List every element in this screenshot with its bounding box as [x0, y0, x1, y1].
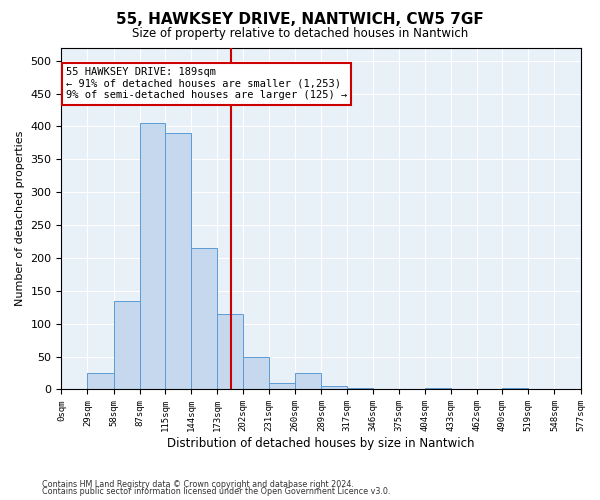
Bar — [295, 373, 322, 390]
Bar — [347, 388, 373, 390]
Bar — [217, 314, 243, 390]
Bar — [243, 356, 269, 390]
Text: 55 HAWKSEY DRIVE: 189sqm
← 91% of detached houses are smaller (1,253)
9% of semi: 55 HAWKSEY DRIVE: 189sqm ← 91% of detach… — [66, 67, 347, 100]
Text: Contains HM Land Registry data © Crown copyright and database right 2024.: Contains HM Land Registry data © Crown c… — [42, 480, 354, 489]
Bar — [140, 123, 165, 390]
X-axis label: Distribution of detached houses by size in Nantwich: Distribution of detached houses by size … — [167, 437, 475, 450]
Bar — [165, 133, 191, 390]
Bar — [113, 300, 140, 390]
Y-axis label: Number of detached properties: Number of detached properties — [15, 131, 25, 306]
Text: Contains public sector information licensed under the Open Government Licence v3: Contains public sector information licen… — [42, 488, 391, 496]
Bar — [502, 388, 529, 390]
Bar — [269, 383, 295, 390]
Text: 55, HAWKSEY DRIVE, NANTWICH, CW5 7GF: 55, HAWKSEY DRIVE, NANTWICH, CW5 7GF — [116, 12, 484, 28]
Bar — [191, 248, 217, 390]
Bar — [88, 373, 113, 390]
Bar — [425, 388, 451, 390]
Text: Size of property relative to detached houses in Nantwich: Size of property relative to detached ho… — [132, 28, 468, 40]
Bar — [322, 386, 347, 390]
